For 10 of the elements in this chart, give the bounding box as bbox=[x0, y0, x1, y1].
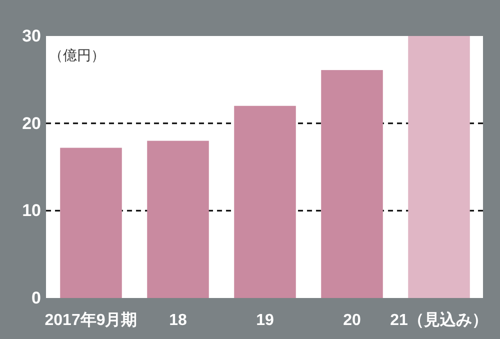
x-tick-label: 2017年9月期 bbox=[44, 311, 138, 329]
y-tick-label: 30 bbox=[22, 26, 41, 46]
y-tick-label: 0 bbox=[32, 288, 41, 308]
x-tick-label: 20 bbox=[343, 312, 361, 329]
x-tick-label: 21（見込み） bbox=[390, 311, 488, 329]
y-tick-label: 20 bbox=[22, 114, 41, 133]
y-axis-title: （億円） bbox=[49, 47, 105, 63]
x-tick-label: 19 bbox=[256, 312, 274, 329]
x-tick-label: 18 bbox=[169, 312, 187, 329]
y-tick-label: 10 bbox=[22, 201, 41, 220]
